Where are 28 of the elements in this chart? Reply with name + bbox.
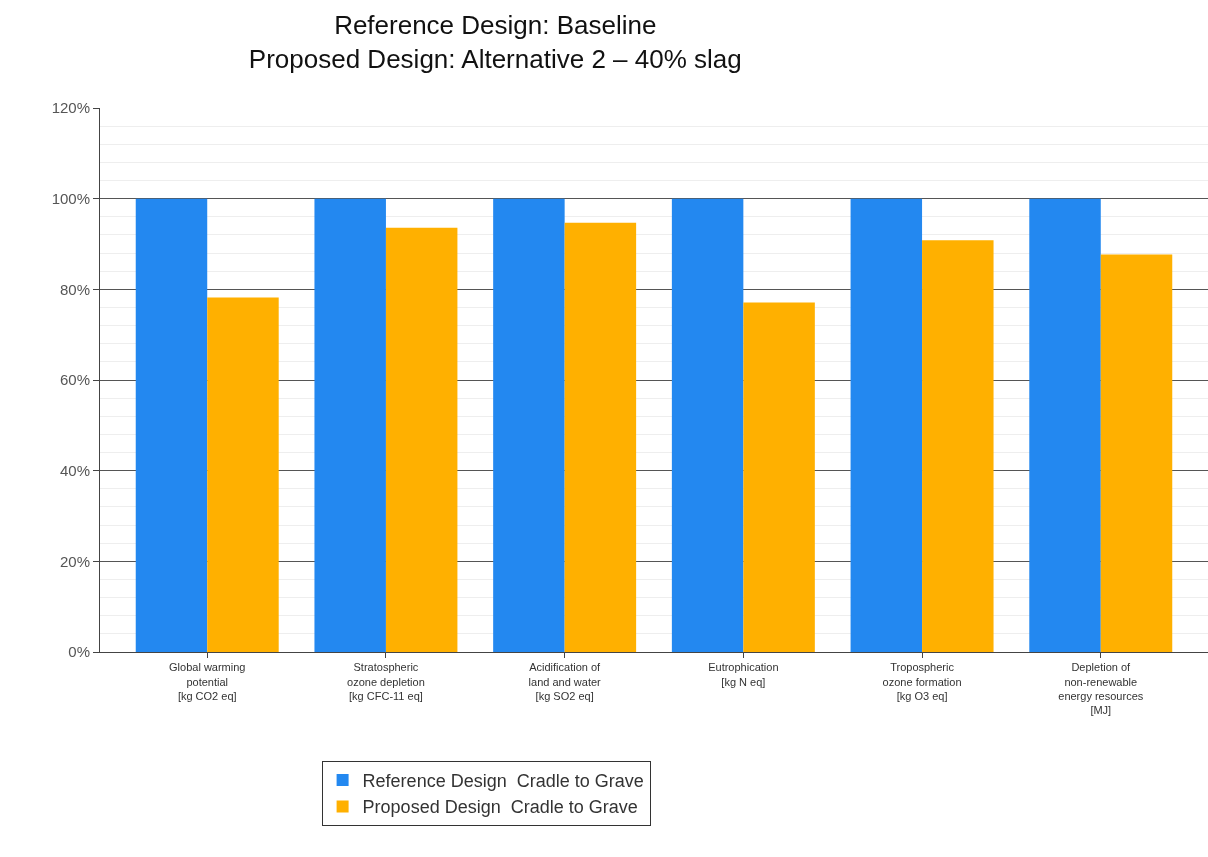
bar (1100, 254, 1173, 652)
bar (743, 302, 815, 652)
bar (493, 198, 565, 652)
y-tick-label: 120% (51, 99, 90, 117)
y-tick-label: 0% (68, 643, 90, 661)
x-tick-label: Depletion of non-renewable energy resources [MJ] (1058, 661, 1144, 717)
bar (922, 240, 994, 652)
bar (314, 198, 386, 652)
bar (207, 297, 279, 652)
x-tick-label: Acidification of land and water [kg SO2 eq] (528, 661, 602, 702)
x-tick-label: Stratospheric ozone depletion [kg CFC-11 eq] (347, 661, 425, 702)
bar (850, 198, 923, 652)
chart-title: Reference Design: Baseline Proposed Design: Alternative 2 – 40% slag (248, 10, 742, 75)
y-tick-label: 60% (59, 371, 90, 389)
legend-label: Reference Design Cradle to Grave (362, 771, 644, 792)
x-tick-label: Global warming potential [kg CO2 eq] (169, 661, 246, 702)
bar (564, 222, 637, 652)
y-tick-label: 80% (59, 280, 90, 298)
bar (385, 227, 458, 652)
legend-label: Proposed Design Cradle to Grave (362, 797, 638, 818)
bar (671, 198, 744, 652)
y-tick-label: 40% (59, 461, 90, 479)
x-tick-label: Tropospheric ozone formation [kg O3 eq] (882, 661, 962, 702)
bar (135, 198, 208, 652)
y-tick-label: 20% (59, 552, 90, 570)
bar (1029, 198, 1101, 652)
y-tick-label: 100% (51, 189, 90, 207)
x-tick-label: Eutrophication [kg N eq] (708, 661, 779, 688)
